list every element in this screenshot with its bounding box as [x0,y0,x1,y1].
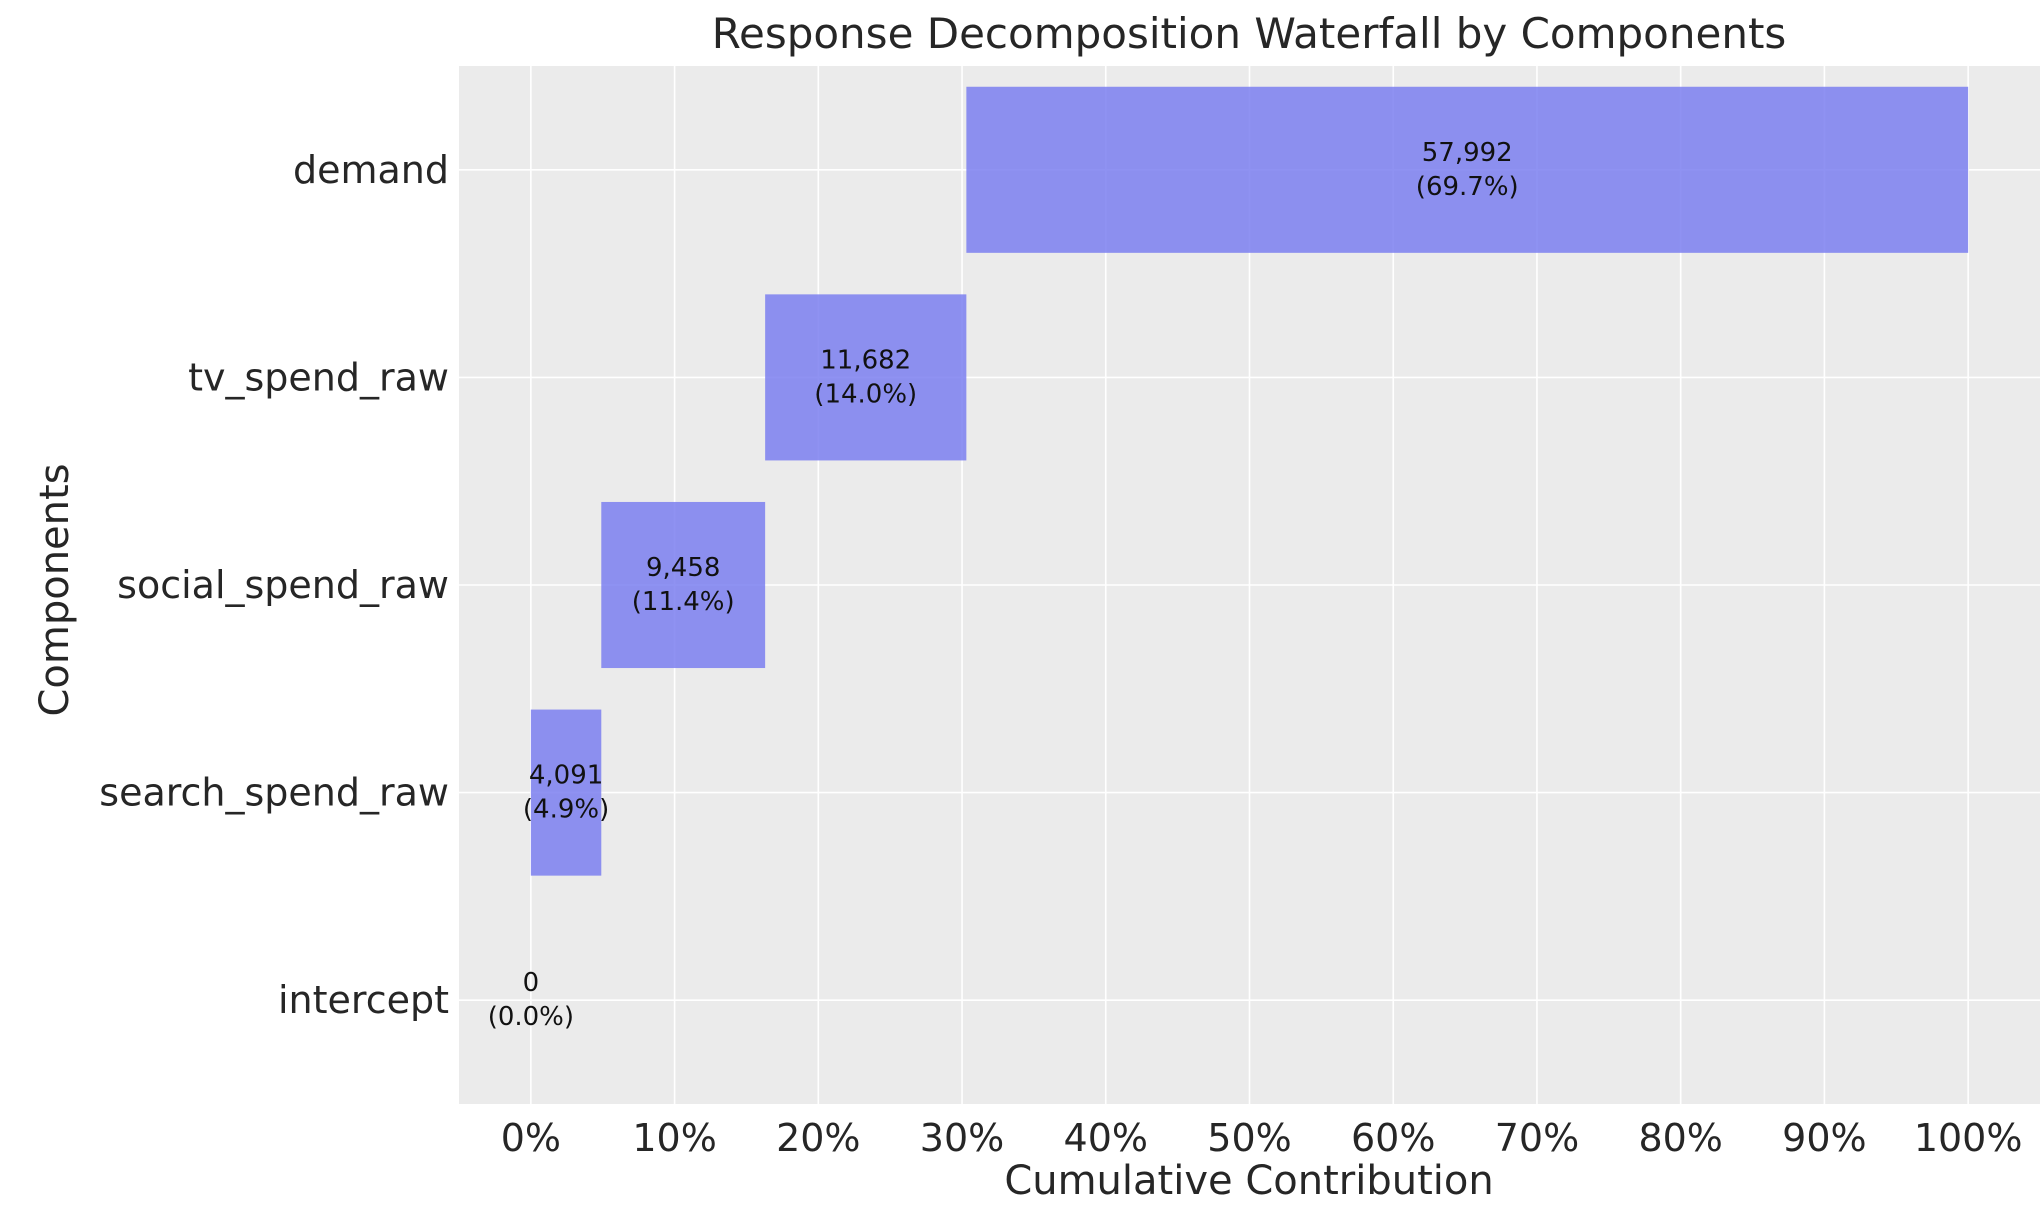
x-tick-label: 90% [1782,1116,1866,1160]
x-tick-label: 70% [1495,1116,1579,1160]
x-tick-label: 30% [920,1116,1004,1160]
x-tick-labels: 0% 10% 20% 30% 40% 50% 60% 70% 80% 90% 100% [501,1116,2023,1160]
x-tick-label: 0% [501,1116,561,1160]
bar-tv-spend-raw [765,294,967,461]
x-tick-label: 60% [1351,1116,1435,1160]
y-axis-label: Components [32,463,78,716]
bar-labels: 0 (0.0%) 4,091 (4.9%) 9,458 (11.4%) 11,682 (14.… [488,138,1519,1032]
bar-percent-label: (0.0%) [488,1002,574,1032]
bar-social-spend-raw [601,501,766,669]
x-tick-label: 10% [632,1116,716,1160]
bar-value-label: 9,458 [646,553,720,583]
bar-percent-label: (4.9%) [523,795,609,825]
bars [530,86,1969,876]
y-tick-label: tv_spend_raw [188,355,449,399]
x-tick-label: 40% [1064,1116,1148,1160]
bar-percent-label: (69.7%) [1416,172,1519,202]
y-tick-label: intercept [278,978,449,1022]
y-tick-label: social_spend_raw [117,563,449,607]
y-tick-label: search_spend_raw [99,771,449,815]
y-tick-labels: intercept search_spend_raw social_spend_ra… [99,148,449,1022]
x-tick-label: 50% [1207,1116,1291,1160]
x-tick-label: 100% [1914,1116,2023,1160]
bar-value-label: 0 [523,968,540,998]
bar-value-label: 11,682 [820,345,911,375]
x-tick-label: 80% [1638,1116,1722,1160]
x-axis-label: Cumulative Contribution [1004,1158,1493,1204]
bar-value-label: 4,091 [529,761,603,791]
bar-search-spend-raw [530,709,602,876]
bar-demand [966,86,1969,253]
x-tick-label: 20% [776,1116,860,1160]
bar-percent-label: (14.0%) [814,379,917,409]
chart-title: Response Decomposition Waterfall by Comp… [712,9,1787,58]
bar-percent-label: (11.4%) [632,587,735,617]
bar-value-label: 57,992 [1422,138,1513,168]
y-tick-label: demand [293,148,449,192]
